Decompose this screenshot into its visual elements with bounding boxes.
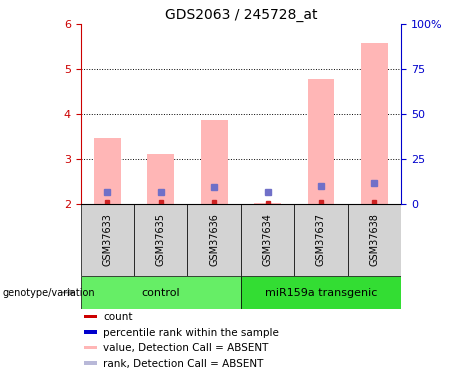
Text: rank, Detection Call = ABSENT: rank, Detection Call = ABSENT [103, 358, 264, 369]
Bar [307, 79, 334, 204]
Text: GSM37635: GSM37635 [156, 213, 166, 267]
Bar [188, 204, 241, 276]
Text: GSM37637: GSM37637 [316, 213, 326, 267]
Bar [94, 138, 121, 204]
Title: GDS2063 / 245728_at: GDS2063 / 245728_at [165, 8, 317, 22]
Text: value, Detection Call = ABSENT: value, Detection Call = ABSENT [103, 343, 268, 353]
Bar [84, 361, 97, 365]
Bar [148, 154, 174, 204]
Bar [241, 204, 294, 276]
Bar [294, 204, 348, 276]
Bar [81, 204, 134, 276]
Text: GSM37634: GSM37634 [263, 214, 272, 266]
Text: control: control [142, 288, 180, 297]
Bar [81, 276, 241, 309]
Bar [348, 204, 401, 276]
Bar [84, 315, 97, 318]
Text: miR159a transgenic: miR159a transgenic [265, 288, 377, 297]
Bar [84, 330, 97, 334]
Text: GSM37638: GSM37638 [369, 214, 379, 266]
Bar [361, 43, 388, 204]
Text: percentile rank within the sample: percentile rank within the sample [103, 328, 279, 338]
Text: GSM37633: GSM37633 [102, 214, 112, 266]
Bar [241, 276, 401, 309]
Text: count: count [103, 312, 133, 322]
Bar [201, 120, 228, 204]
Bar [134, 204, 188, 276]
Text: genotype/variation: genotype/variation [2, 288, 95, 297]
Text: GSM37636: GSM37636 [209, 214, 219, 266]
Bar [84, 346, 97, 349]
